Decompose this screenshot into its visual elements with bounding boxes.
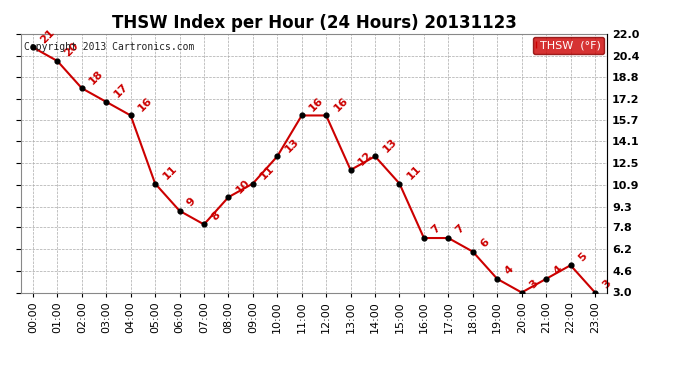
Title: THSW Index per Hour (24 Hours) 20131123: THSW Index per Hour (24 Hours) 20131123: [112, 14, 516, 32]
Text: 7: 7: [454, 223, 466, 236]
Point: [28, 44, 39, 50]
Point: [345, 167, 356, 173]
Point: [296, 112, 307, 118]
Text: 20: 20: [63, 41, 81, 59]
Point: [77, 85, 88, 91]
Text: Copyright 2013 Cartronics.com: Copyright 2013 Cartronics.com: [23, 42, 194, 51]
Text: 11: 11: [161, 164, 179, 182]
Point: [101, 99, 112, 105]
Text: 7: 7: [429, 223, 442, 236]
Point: [174, 208, 185, 214]
Text: 6: 6: [478, 237, 491, 249]
Legend: THSW  (°F): THSW (°F): [533, 37, 604, 54]
Text: 10: 10: [234, 177, 252, 195]
Point: [516, 290, 527, 296]
Text: 16: 16: [307, 95, 326, 113]
Text: 8: 8: [210, 210, 222, 222]
Point: [467, 249, 478, 255]
Point: [223, 194, 234, 200]
Text: 11: 11: [405, 164, 423, 182]
Text: 9: 9: [185, 196, 198, 208]
Text: 11: 11: [259, 164, 277, 182]
Point: [394, 180, 405, 186]
Point: [370, 153, 381, 159]
Text: 3: 3: [600, 278, 613, 290]
Text: 17: 17: [112, 82, 130, 100]
Point: [272, 153, 283, 159]
Text: 13: 13: [381, 136, 399, 154]
Point: [150, 180, 161, 186]
Point: [247, 180, 258, 186]
Text: 3: 3: [527, 278, 540, 290]
Point: [418, 235, 429, 241]
Point: [443, 235, 454, 241]
Point: [52, 58, 63, 64]
Point: [589, 290, 600, 296]
Text: 13: 13: [283, 136, 301, 154]
Text: 18: 18: [88, 68, 106, 86]
Text: 12: 12: [356, 150, 374, 168]
Text: 21: 21: [39, 27, 57, 45]
Point: [321, 112, 332, 118]
Text: 5: 5: [576, 251, 589, 263]
Point: [199, 221, 210, 227]
Text: 16: 16: [332, 95, 350, 113]
Point: [125, 112, 136, 118]
Point: [492, 276, 503, 282]
Text: 4: 4: [503, 264, 515, 277]
Point: [540, 276, 551, 282]
Text: 4: 4: [552, 264, 564, 277]
Text: 16: 16: [136, 95, 155, 113]
Point: [565, 262, 576, 268]
